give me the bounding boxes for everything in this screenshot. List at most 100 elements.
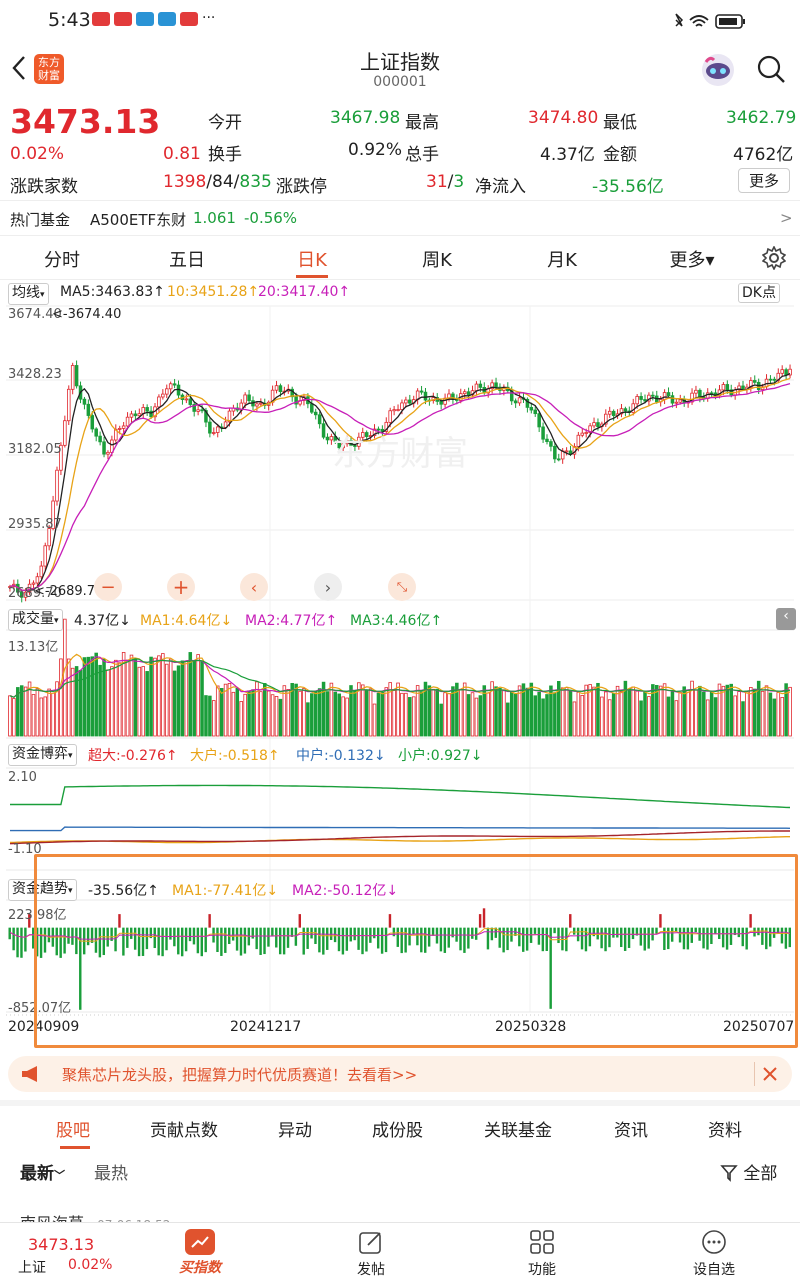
volume-bar <box>553 692 557 737</box>
zoom-in-button[interactable]: + <box>167 573 195 601</box>
post-button[interactable]: 发帖 <box>326 1229 416 1279</box>
fund-trend-bar <box>721 927 725 948</box>
fund-trend-bar <box>271 927 274 937</box>
fund-trend-bar <box>326 927 329 950</box>
volume-bar <box>231 691 236 737</box>
collapse-panel-button[interactable]: ‹ <box>776 608 796 630</box>
tab-related-funds[interactable]: 关联基金 <box>484 1121 552 1141</box>
promo-banner[interactable]: 聚焦芯片龙头股，把握算力时代优质赛道！去看看>> <box>8 1056 792 1092</box>
tab-daily-k[interactable]: 日K <box>297 250 327 271</box>
fund-trend-bar <box>204 927 207 953</box>
candle-body <box>51 500 55 530</box>
tab-weekly-k[interactable]: 周K <box>422 250 452 271</box>
fund-trend-bar <box>141 927 145 956</box>
tab-news[interactable]: 资讯 <box>614 1121 648 1141</box>
fund-trend-bar <box>59 927 62 958</box>
volume-bar <box>694 689 698 737</box>
tab-more[interactable]: 更多▾ <box>669 250 715 271</box>
candle-body <box>588 425 592 433</box>
updown-label: 涨跌家数 <box>10 177 78 197</box>
volume-bar <box>94 652 98 737</box>
zoom-out-button[interactable]: − <box>94 573 122 601</box>
volume-bar <box>153 657 157 737</box>
search-button[interactable] <box>754 52 788 86</box>
candle-body <box>227 410 232 423</box>
fund-trend-bar <box>592 927 595 937</box>
volume-bar <box>19 685 24 737</box>
fund-trend-bar <box>439 927 443 952</box>
volume-selector[interactable]: 成交量▾ <box>8 609 63 631</box>
dk-point-button[interactable]: DK点 <box>738 283 780 303</box>
candle-body <box>278 385 283 393</box>
tab-five-day[interactable]: 五日 <box>169 250 205 271</box>
fund-trend-bar <box>361 927 364 955</box>
candle-body <box>576 434 581 447</box>
candle-body <box>392 409 396 412</box>
scroll-right-button[interactable]: › <box>314 573 342 601</box>
fund-trend-bar <box>102 927 105 956</box>
tab-monthly-k[interactable]: 月K <box>547 250 577 271</box>
close-icon[interactable] <box>762 1066 778 1082</box>
more-button[interactable]: 更多 <box>738 168 791 193</box>
super-large-value: 超大:-0.276↑ <box>88 748 178 764</box>
filter-button[interactable]: 全部 <box>720 1159 777 1184</box>
hot-fund-bar[interactable]: 热门基金 A500ETF东财 1.061 -0.56% > <box>0 200 800 236</box>
turnover-value: 0.92% <box>348 140 403 160</box>
scroll-left-button[interactable]: ‹ <box>240 573 268 601</box>
period-tabs: 分时 五日 日K 周K 月K 更多▾ <box>0 236 800 280</box>
fullscreen-button[interactable]: ⤡ <box>388 573 416 601</box>
fund-trend-selector[interactable]: 资金趋势▾ <box>8 879 77 901</box>
volume-bar <box>737 691 741 737</box>
candle-body <box>584 432 588 434</box>
ma-selector[interactable]: 均线▾ <box>8 283 49 305</box>
fund-trend-bar <box>259 927 262 955</box>
fund-trend-bar <box>8 927 11 940</box>
volume-bar <box>415 685 420 737</box>
volume-bar <box>357 682 361 737</box>
fund-trend-bar <box>98 927 102 958</box>
fund-trend-bar <box>90 927 94 943</box>
volume-bar <box>741 701 745 737</box>
kline-chart-area[interactable]: 东方财富 3674.40 <-3674.40 3428.23 3182.05 2… <box>0 300 800 1048</box>
fund-trend-bar <box>522 927 525 952</box>
tab-profile[interactable]: 资料 <box>708 1121 742 1141</box>
kline-svg: 东方财富 <box>6 305 794 1016</box>
volume-bar <box>678 692 683 737</box>
robot-assistant-icon[interactable] <box>700 52 736 88</box>
fund-trend-bar <box>478 914 482 928</box>
function-button[interactable]: 功能 <box>497 1229 587 1279</box>
tab-abnormal[interactable]: 异动 <box>278 1121 312 1141</box>
fund-trend-bar <box>353 927 356 941</box>
fund-trend-bar <box>169 927 172 940</box>
volume-bar <box>651 684 655 737</box>
fund-trend-bar <box>345 927 349 951</box>
turnover-label: 换手 <box>208 145 242 165</box>
sort-hot[interactable]: 最热 <box>94 1164 128 1184</box>
tab-minute[interactable]: 分时 <box>44 250 80 271</box>
add-watchlist-button[interactable]: 设自选 <box>669 1229 759 1279</box>
back-button[interactable] <box>6 52 32 84</box>
fund-trend-bar <box>678 927 682 943</box>
candle-body <box>137 413 142 417</box>
fund-game-legend: 资金博弈▾ 超大:-0.276↑ 大户:-0.518↑ 中户:-0.132↓ 小… <box>0 743 800 766</box>
fund-game-selector[interactable]: 资金博弈▾ <box>8 744 77 766</box>
candle-body <box>564 450 569 453</box>
sort-latest[interactable]: 最新﹀ <box>20 1164 65 1184</box>
candle-body <box>541 426 545 440</box>
chart-settings-button[interactable] <box>760 244 788 272</box>
fund-trend-bar <box>267 927 270 947</box>
buy-index-button[interactable]: 买指数 <box>155 1229 245 1277</box>
tab-contribution[interactable]: 贡献点数 <box>150 1121 218 1141</box>
bottom-name: 上证 <box>18 1260 46 1276</box>
amount-value: 4762亿 <box>733 145 794 165</box>
filter-icon <box>720 1165 738 1182</box>
more-circle-icon <box>702 1230 726 1254</box>
fund-trend-bar <box>690 927 693 943</box>
tab-guba[interactable]: 股吧 <box>56 1121 90 1141</box>
fund-trend-bar <box>20 927 23 958</box>
sort-bar: 最新﹀ 最热 全部 <box>0 1150 800 1190</box>
fund-trend-bar <box>396 927 399 947</box>
candle-body <box>753 380 757 383</box>
active-subtab-indicator <box>60 1146 90 1149</box>
tab-constituents[interactable]: 成份股 <box>372 1121 423 1141</box>
